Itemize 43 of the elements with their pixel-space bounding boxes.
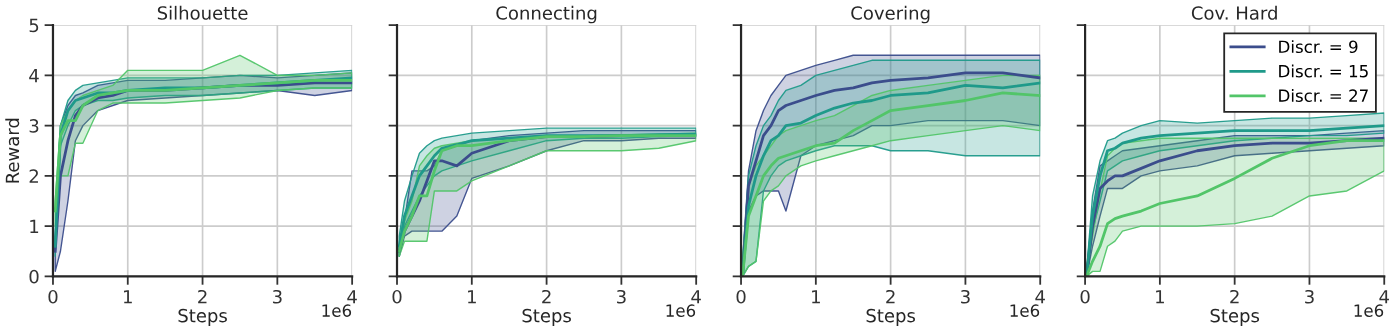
x-axis-title: Steps [1210, 308, 1260, 326]
x-axis-title: Steps [522, 308, 571, 326]
text: 1e6 [322, 304, 352, 317]
legend-label: Discr. = 9 [1279, 40, 1358, 54]
y-axis-title: Reward [5, 118, 20, 183]
x-tick-label: 3 [272, 289, 282, 304]
x-tick-label: 0 [392, 289, 402, 304]
x-tick-label: 2 [1230, 289, 1239, 304]
x-tick-label: 0 [48, 289, 58, 304]
x-axis-title: Steps [866, 308, 915, 326]
text: 1e6 [1354, 304, 1384, 317]
x-tick-label: 3 [961, 289, 970, 304]
x-tick-label: 1 [1156, 290, 1164, 304]
text: 1e6 [666, 304, 696, 317]
x-tick-label: 2 [198, 289, 207, 304]
x-tick-label: 2 [886, 289, 895, 304]
x-tick-label: 4 [1379, 290, 1389, 304]
x-tick-label: 1 [124, 290, 132, 304]
chart-title: Connecting [496, 5, 597, 24]
line-series [53, 79, 353, 213]
y-tick-label: 3 [29, 119, 39, 133]
x-tick-label: 1 [812, 290, 820, 304]
x-tick-label: 3 [1305, 289, 1314, 304]
x-axis-title: Steps [178, 308, 227, 326]
x-tick-label: 4 [347, 290, 357, 304]
x-tick-label: 3 [617, 289, 626, 304]
legend-label: Discr. = 15 [1279, 64, 1368, 78]
y-tick-label: 4 [29, 69, 39, 83]
x-tick-label: 4 [1035, 290, 1045, 304]
x-tick-label: 0 [1080, 289, 1090, 304]
y-tick-label: 5 [29, 18, 39, 33]
y-tick-label: 1 [30, 219, 39, 233]
chart-title: Cov. Hard [1191, 5, 1277, 20]
chart-title: Covering [851, 5, 930, 24]
x-tick-label: 1 [468, 290, 476, 304]
text: 1e6 [1010, 304, 1040, 317]
y-tick-label: 0 [29, 269, 39, 284]
x-tick-label: 2 [542, 289, 551, 304]
x-tick-label: 4 [691, 290, 701, 304]
legend-label: Discr. = 27 [1279, 89, 1368, 102]
x-tick-label: 0 [736, 289, 746, 304]
chart-title: Silhouette [157, 5, 248, 20]
y-tick-label: 2 [29, 169, 38, 183]
